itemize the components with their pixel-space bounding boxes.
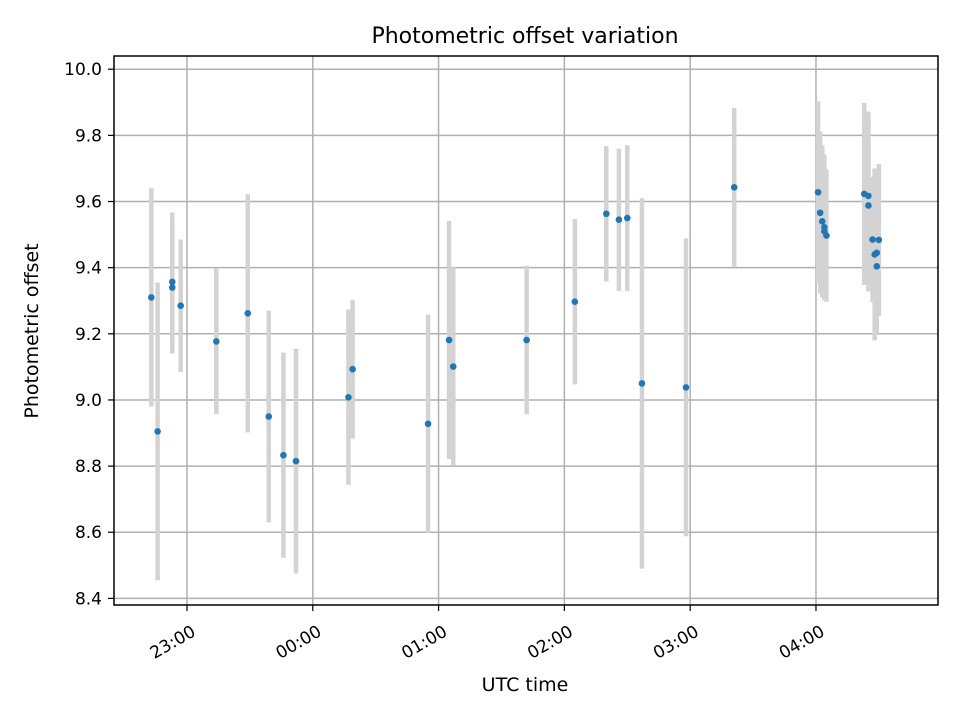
- data-point: [865, 202, 872, 209]
- data-point: [816, 209, 824, 217]
- data-point: [571, 298, 579, 306]
- data-point: [168, 278, 176, 286]
- data-point: [445, 336, 453, 344]
- data-point: [875, 236, 883, 244]
- y-tick-label: 9.2: [75, 325, 102, 345]
- y-tick-label: 8.4: [75, 589, 102, 609]
- data-point: [615, 216, 623, 224]
- y-tick-label: 9.8: [75, 126, 102, 146]
- data-point: [623, 214, 631, 222]
- data-point: [424, 420, 432, 428]
- data-point: [818, 218, 826, 225]
- data-point: [603, 210, 610, 218]
- data-point: [873, 249, 881, 257]
- x-tick-label: 03:00: [650, 622, 702, 664]
- data-point: [168, 284, 176, 291]
- x-tick-label: 02:00: [524, 622, 576, 664]
- data-point: [814, 188, 822, 196]
- y-axis-label: Photometric offset: [21, 243, 43, 418]
- data-point: [280, 451, 287, 459]
- data-point: [682, 384, 690, 391]
- data-point: [523, 336, 530, 344]
- data-point: [873, 263, 881, 270]
- data-point: [345, 394, 352, 401]
- point-layer: [148, 183, 883, 465]
- chart-title: Photometric offset variation: [371, 24, 678, 49]
- y-tick-label: 9.0: [75, 391, 102, 411]
- data-point: [292, 457, 300, 465]
- data-point: [177, 302, 184, 309]
- x-tick-label: 01:00: [398, 622, 450, 664]
- y-tick-label: 8.8: [75, 457, 102, 477]
- x-tick-label: 23:00: [147, 622, 199, 664]
- y-tick-label: 9.6: [75, 193, 102, 213]
- y-tick-label: 8.6: [75, 523, 102, 543]
- data-point: [244, 310, 252, 317]
- y-tick-label: 10.0: [64, 60, 102, 80]
- data-point: [869, 236, 876, 243]
- data-point: [154, 428, 161, 435]
- data-point: [823, 232, 830, 239]
- plot-frame: [113, 55, 939, 606]
- data-point: [865, 192, 872, 200]
- data-point: [148, 294, 155, 301]
- data-point: [213, 338, 220, 345]
- x-axis-label: UTC time: [482, 674, 569, 696]
- data-point: [638, 380, 646, 387]
- data-point: [349, 365, 356, 373]
- y-tick-label: 9.4: [75, 259, 102, 279]
- data-point: [449, 363, 457, 370]
- x-tick-label: 04:00: [776, 622, 828, 664]
- x-tick-label: 00:00: [273, 622, 325, 664]
- data-point: [265, 413, 273, 420]
- data-point: [730, 183, 738, 191]
- errorbar-layer: [149, 101, 882, 581]
